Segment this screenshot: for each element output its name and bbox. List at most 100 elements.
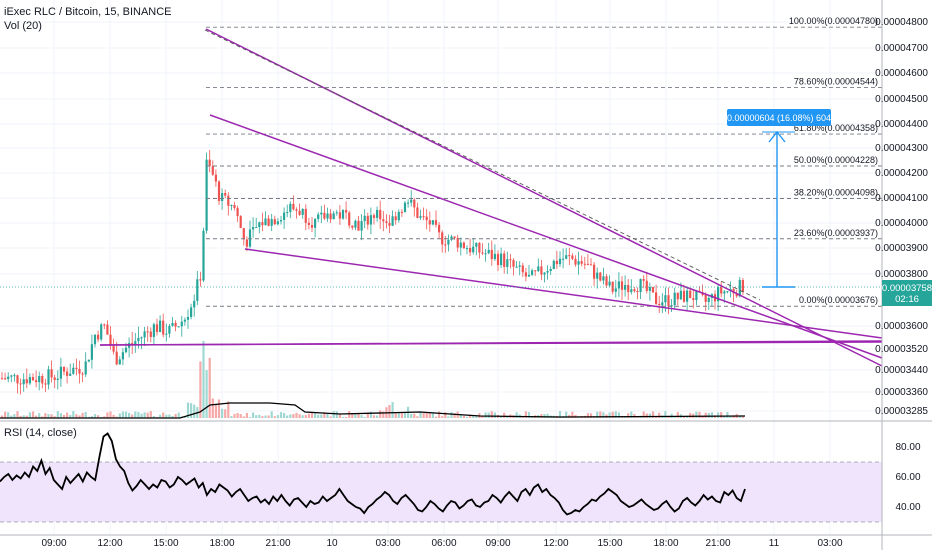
volume-label[interactable]: Vol (20)	[4, 20, 42, 32]
candle-body	[487, 249, 490, 254]
volume-bar	[589, 413, 593, 418]
volume-bar	[214, 404, 217, 418]
candle-body	[400, 211, 403, 213]
volume-bar	[19, 415, 22, 418]
trendline[interactable]	[99, 341, 883, 346]
volume-bar	[335, 411, 338, 418]
time-axis[interactable]: 09:00 12:00 15:00 18:00 21:00 10 03:00 06:00 09:…	[41, 538, 842, 549]
volume-bar	[490, 411, 493, 418]
fib-trend-line[interactable]	[204, 29, 761, 301]
volume-bar	[140, 413, 143, 418]
candle-body	[608, 281, 611, 286]
fib-level-label: 0.00%(0.00003676)	[799, 295, 878, 305]
candle-body	[171, 322, 174, 326]
volume-bar	[571, 411, 574, 418]
volume-bar	[428, 412, 431, 418]
trendline[interactable]	[209, 114, 883, 359]
volume-bar	[465, 416, 469, 418]
volume-bar	[289, 414, 292, 418]
volume-bar	[128, 412, 131, 418]
rsi-label[interactable]: RSI (14, close)	[4, 427, 77, 439]
candle-body	[320, 212, 323, 215]
candle-body	[279, 219, 283, 222]
volume-bar	[611, 411, 614, 418]
candle-body	[434, 220, 438, 225]
candle-body	[416, 207, 419, 218]
time-tick: 18:00	[653, 538, 678, 549]
volume-bar	[239, 414, 242, 418]
candle-body	[717, 287, 720, 302]
volume-bar	[224, 409, 227, 418]
volume-bar	[695, 411, 698, 418]
volume-bar	[391, 402, 394, 418]
rsi-axis[interactable]: 80.00 60.00 40.00	[895, 442, 920, 513]
candle-body	[558, 258, 562, 265]
candle-body	[531, 270, 534, 275]
fib-level-label: 38.20%(0.00004098)	[794, 188, 878, 198]
candle-body	[360, 221, 363, 231]
time-tick: 11	[769, 538, 780, 549]
candle-body	[50, 369, 53, 378]
time-tick: 12:00	[97, 538, 122, 549]
candle-body	[317, 214, 320, 219]
candle-body	[602, 276, 605, 281]
trendline[interactable]	[244, 248, 883, 339]
symbol-title[interactable]: iExec RLC / Bitcoin, 15, BINANCE	[4, 6, 172, 18]
volume-bar	[121, 411, 124, 418]
candle-body	[496, 253, 500, 266]
candle-body	[326, 213, 329, 219]
volume-bar	[137, 412, 140, 418]
volume-bar	[472, 416, 475, 418]
candle-body	[624, 285, 627, 290]
volume-bar	[152, 415, 155, 418]
candle-body	[252, 227, 255, 230]
volume-bar	[558, 411, 562, 418]
candle-body	[137, 337, 140, 342]
volume-bar	[109, 411, 112, 418]
volume-bar	[357, 413, 360, 418]
candle-body	[41, 376, 44, 384]
candle-body	[366, 215, 369, 225]
candle-body	[372, 215, 376, 218]
volume-bar	[134, 411, 137, 418]
volume-bar	[720, 412, 723, 418]
volume-bar	[596, 411, 599, 418]
volume-bar	[515, 412, 518, 418]
volume-bar	[524, 411, 527, 418]
volume-bar	[388, 405, 391, 418]
price-tick: 0.00003520	[875, 344, 928, 355]
volume-bar	[565, 411, 568, 418]
price-axis[interactable]: 0.00004800 0.00004700 0.00004600 0.00004500…	[875, 17, 928, 417]
volume-bar	[376, 415, 379, 418]
volume-bar	[729, 416, 732, 418]
volume-bar	[400, 412, 403, 418]
candle-body	[106, 324, 109, 335]
price-tick: 0.00003800	[875, 269, 928, 280]
volume-bar	[434, 416, 438, 418]
candle-body	[645, 280, 648, 291]
volume-bar	[171, 416, 174, 418]
trendlines[interactable]	[99, 28, 883, 367]
candle-body	[599, 272, 602, 281]
volume-bar	[314, 412, 317, 418]
time-tick: 21:00	[265, 538, 290, 549]
volume-bar	[726, 412, 729, 418]
candle-body	[329, 213, 332, 220]
candle-body	[186, 316, 190, 320]
rsi-band	[0, 462, 882, 522]
candle-body	[97, 334, 100, 340]
candle-body	[245, 239, 248, 247]
volume-bar	[360, 415, 363, 418]
volume-bar	[543, 414, 546, 418]
candle-body	[574, 258, 577, 265]
fib-retracement[interactable]: 100.00%(0.00004780) 78.60%(0.00004544) 61.…	[206, 16, 882, 307]
volume-bar	[320, 414, 323, 418]
volume-bar	[112, 414, 115, 418]
volume-bar	[261, 416, 264, 418]
candle-body	[444, 244, 447, 246]
volume-bar	[444, 412, 447, 418]
price-tick: 0.00003600	[875, 321, 928, 332]
candle-body	[239, 216, 242, 229]
volume-bar	[627, 413, 630, 418]
